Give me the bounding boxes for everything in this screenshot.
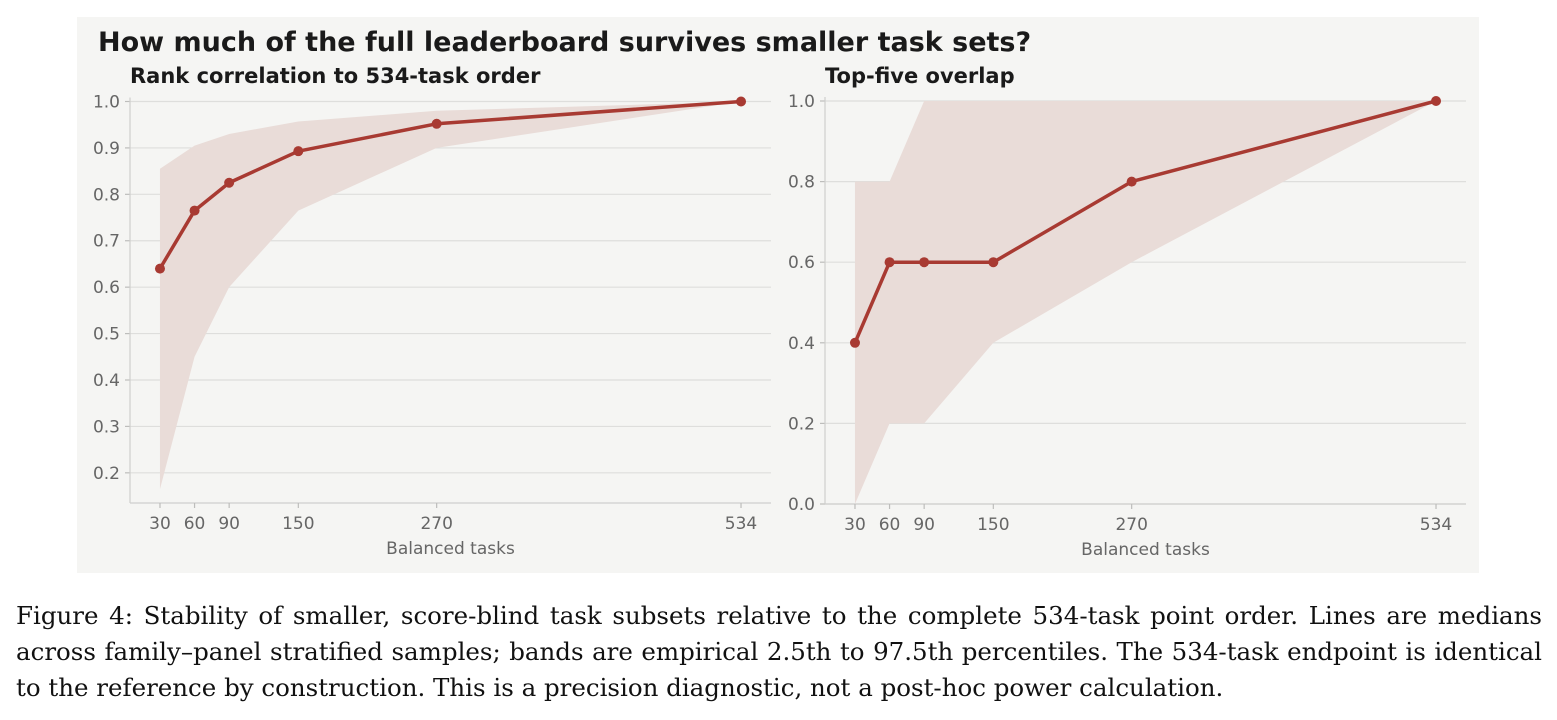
y-tick-label: 0.6 — [788, 253, 815, 273]
y-tick-label: 0.6 — [93, 278, 120, 298]
y-tick-label: 0.3 — [93, 417, 120, 437]
x-tick-label: 270 — [420, 514, 452, 534]
x-tick-label: 150 — [282, 514, 314, 534]
figure-svg: How much of the full leaderboard survive… — [93, 27, 1466, 560]
y-tick-label: 0.4 — [788, 334, 815, 354]
panel-title: Top-five overlap — [825, 64, 1015, 88]
y-tick-label: 0.4 — [93, 371, 120, 391]
y-tick-label: 1.0 — [788, 92, 815, 112]
y-tick-label: 0.9 — [93, 139, 120, 159]
median-point — [988, 257, 999, 268]
x-tick-label: 60 — [879, 515, 901, 535]
x-tick-label: 534 — [725, 514, 757, 534]
x-tick-label: 534 — [1420, 515, 1452, 535]
percentile-band — [159, 101, 742, 490]
panel-title: Rank correlation to 534-task order — [130, 64, 541, 88]
x-tick-label: 30 — [149, 514, 171, 534]
x-axis-label: Balanced tasks — [1081, 540, 1210, 560]
median-point — [189, 205, 200, 216]
figure-panel: How much of the full leaderboard survive… — [77, 17, 1479, 573]
x-tick-label: 60 — [184, 514, 206, 534]
y-tick-label: 0.2 — [788, 414, 815, 434]
x-tick-label: 150 — [977, 515, 1009, 535]
median-point — [1431, 96, 1442, 106]
y-tick-label: 0.0 — [788, 495, 815, 515]
panel-rank-correlation: Rank correlation to 534-task order 0.2 0.3… — [93, 64, 771, 559]
median-point — [293, 146, 304, 157]
figure-caption: Figure 4: Stability of smaller, score-bl… — [16, 601, 1542, 702]
median-point — [224, 177, 235, 188]
y-tick-label: 0.8 — [93, 185, 120, 205]
y-tick-label: 0.8 — [788, 173, 815, 193]
x-tick-label: 90 — [218, 514, 240, 534]
median-point — [919, 257, 930, 268]
median-point — [884, 257, 895, 268]
x-axis-label: Balanced tasks — [386, 539, 515, 559]
median-point — [1126, 176, 1137, 187]
x-tick-label: 90 — [913, 515, 935, 535]
y-tick-label: 0.2 — [93, 464, 120, 484]
y-tick-label: 1.0 — [93, 93, 120, 113]
median-line — [158, 99, 742, 270]
median-point — [849, 337, 860, 348]
percentile-band — [854, 101, 1437, 504]
x-tick-label: 30 — [844, 515, 866, 535]
panel-top-five-overlap: Top-five overlap 0.0 0.2 0.4 0.6 0.8 1.0 30 60 90… — [788, 64, 1466, 560]
y-tick-label: 0.5 — [93, 325, 120, 345]
y-tick-label: 0.7 — [93, 232, 120, 252]
median-line — [853, 99, 1437, 344]
median-point — [154, 263, 165, 274]
figure-suptitle: How much of the full leaderboard survive… — [98, 27, 1031, 58]
median-point — [431, 118, 442, 129]
median-point — [736, 96, 747, 107]
x-tick-label: 270 — [1115, 515, 1147, 535]
